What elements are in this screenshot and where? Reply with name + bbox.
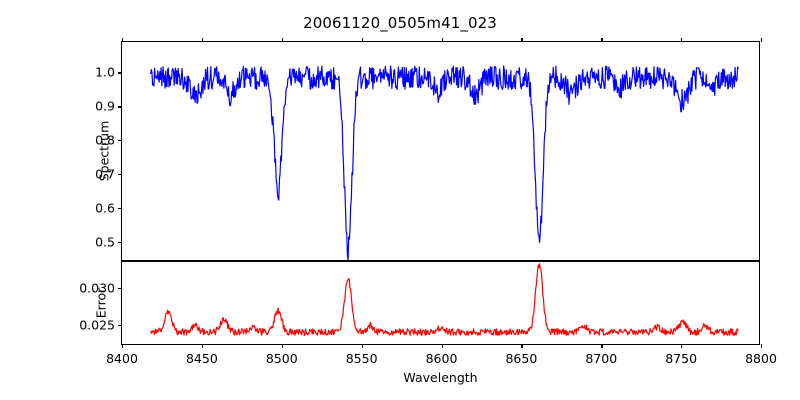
spectrum-data-line bbox=[151, 66, 739, 260]
x-tick-label: 8500 bbox=[265, 351, 298, 366]
y-tick-label: 0.5 bbox=[95, 234, 115, 250]
x-tick-label: 8400 bbox=[106, 351, 138, 366]
error-data-line bbox=[151, 264, 739, 336]
y-tick-label: 0.8 bbox=[95, 132, 115, 148]
y-tick-mark bbox=[118, 241, 122, 243]
x-tick-mark bbox=[681, 344, 683, 348]
x-tick-mark bbox=[281, 344, 284, 348]
x-tick-mark bbox=[361, 38, 363, 42]
x-tick-label: 8550 bbox=[345, 351, 378, 366]
error-line-svg bbox=[122, 262, 759, 344]
y-tick-label: 0.6 bbox=[95, 200, 115, 216]
error-y-axis-label: Error bbox=[93, 287, 109, 319]
x-tick-mark bbox=[681, 38, 683, 42]
x-tick-mark bbox=[601, 344, 603, 348]
y-tick-mark bbox=[118, 72, 122, 74]
y-tick-mark bbox=[118, 325, 122, 327]
figure-title: 20061120_0505m41_023 bbox=[303, 14, 497, 32]
y-tick-mark bbox=[118, 140, 122, 142]
error-axes: Error 0.025 0.030 8400 8450 8500 8550 8600 865… bbox=[79, 261, 777, 385]
x-tick-mark bbox=[441, 344, 443, 348]
x-tick-mark bbox=[441, 38, 443, 42]
y-tick-label: 0.9 bbox=[95, 98, 115, 114]
x-tick-mark bbox=[122, 344, 124, 348]
x-tick-label: 8600 bbox=[425, 351, 458, 366]
x-tick-label: 8650 bbox=[505, 351, 538, 366]
x-tick-mark bbox=[361, 344, 363, 348]
y-tick-label: 1.0 bbox=[95, 64, 115, 80]
x-tick-mark bbox=[521, 38, 523, 42]
spectrum-axes: Spectrum 0.5 0.6 0.7 0.8 0.9 1.0 bbox=[95, 38, 763, 261]
y-tick-mark bbox=[118, 106, 122, 108]
y-tick-mark bbox=[118, 207, 122, 210]
spectrum-plot-area bbox=[122, 42, 759, 260]
x-tick-mark bbox=[122, 38, 124, 42]
x-tick-mark bbox=[201, 38, 204, 42]
x-tick-label: 8800 bbox=[745, 351, 777, 366]
x-axis-label: Wavelength bbox=[403, 370, 478, 385]
y-tick-label: 0.7 bbox=[95, 166, 115, 182]
x-tick-mark bbox=[601, 38, 603, 42]
y-tick-label: 0.030 bbox=[79, 280, 115, 296]
x-tick-mark bbox=[201, 344, 204, 348]
x-tick-label: 8450 bbox=[185, 351, 218, 366]
x-tick-mark bbox=[761, 344, 763, 348]
y-tick-mark bbox=[118, 288, 122, 290]
y-tick-label: 0.025 bbox=[79, 317, 115, 333]
x-tick-mark bbox=[281, 38, 284, 42]
error-plot-area bbox=[122, 262, 759, 344]
x-tick-label: 8700 bbox=[585, 351, 618, 366]
x-tick-mark bbox=[521, 344, 523, 348]
x-tick-label: 8750 bbox=[665, 351, 698, 366]
y-tick-mark bbox=[118, 174, 122, 176]
spectrum-line-svg bbox=[122, 42, 759, 260]
x-tick-mark bbox=[761, 38, 763, 42]
